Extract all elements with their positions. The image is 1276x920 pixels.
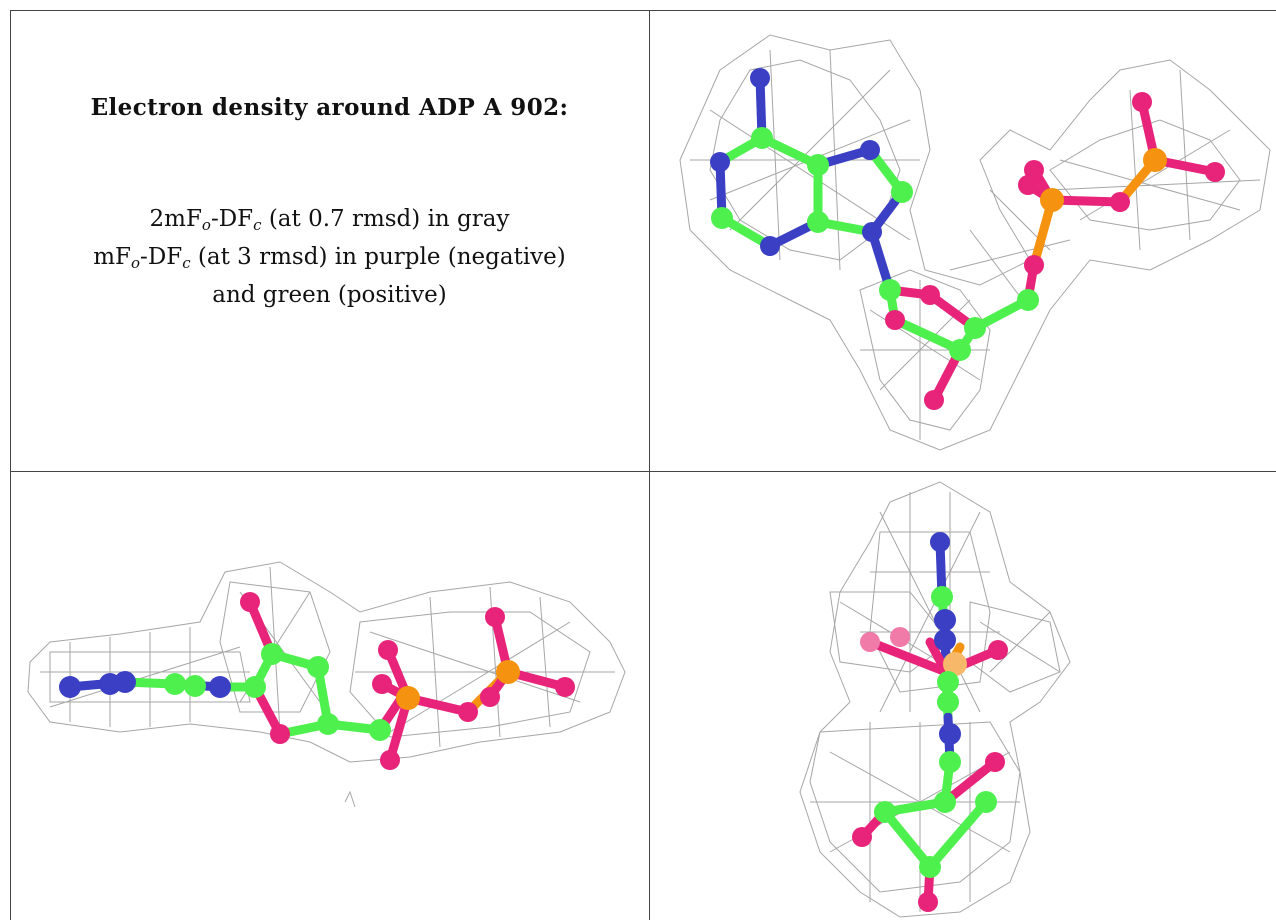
legend-line-mfo: mFo-DFc (at 3 rmsd) in purple (negative) [93, 244, 566, 272]
atoms [59, 592, 575, 770]
table-border-top [10, 10, 1276, 11]
table-divider-vertical [649, 10, 650, 920]
caption-cell: Electron density around ADP A 902: 2mFo-… [10, 10, 649, 471]
table-divider-horizontal [10, 471, 665, 472]
bonds [857, 537, 1003, 907]
molecule-render-2 [27, 561, 626, 808]
figure-title: Electron density around ADP A 902: [90, 94, 569, 121]
density-legend: 2mFo-DFc (at 0.7 rmsd) in gray mFo-DFc (… [10, 200, 649, 314]
density-view-top-right [650, 10, 1276, 471]
density-view-bottom-right [650, 472, 1276, 920]
legend-line-2mfo: 2mFo-DFc (at 0.7 rmsd) in gray [149, 206, 510, 234]
legend-line-3: and green (positive) [212, 282, 447, 308]
molecule-render-1 [679, 34, 1271, 451]
density-view-bottom-left [10, 472, 649, 920]
density-mesh [799, 481, 1071, 918]
atoms [710, 68, 1225, 410]
molecule-render-3 [799, 481, 1071, 918]
density-mesh [27, 561, 626, 808]
density-mesh [679, 34, 1271, 451]
table-divider-horizontal-right [650, 471, 1276, 472]
figure-grid: Electron density around ADP A 902: 2mFo-… [10, 10, 1276, 920]
table-border-left [10, 10, 11, 920]
atoms [852, 532, 1008, 912]
